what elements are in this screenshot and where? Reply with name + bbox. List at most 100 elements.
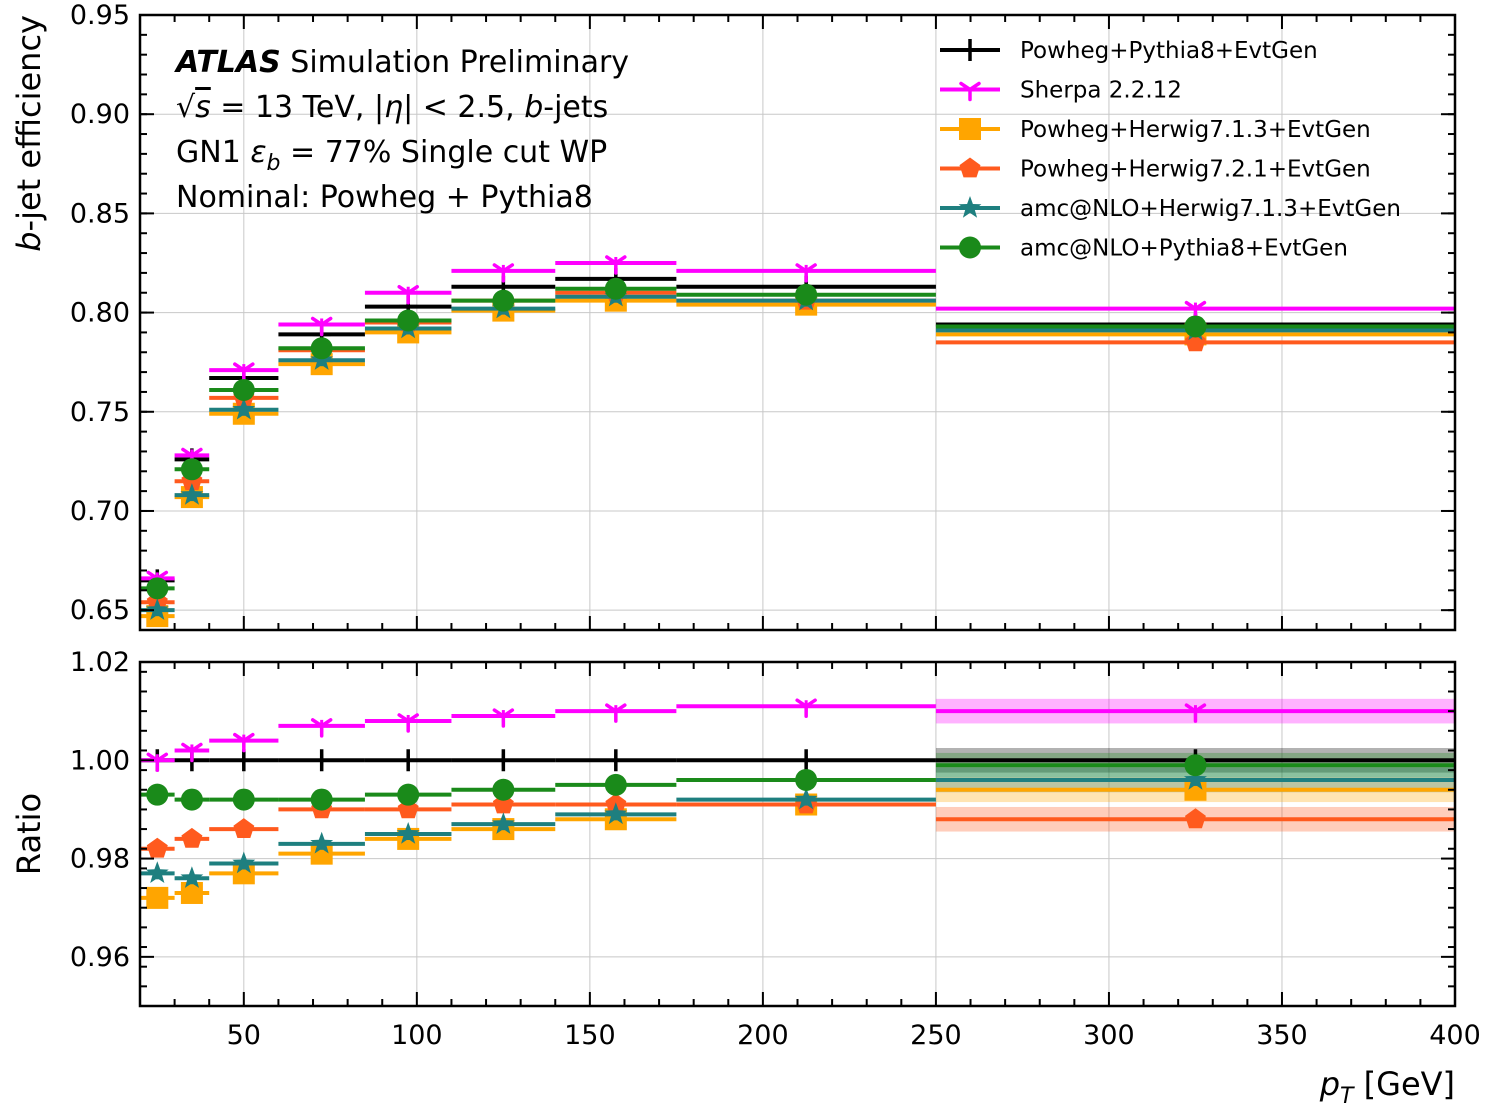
data-point bbox=[494, 749, 513, 772]
y-tick-label: 0.90 bbox=[70, 99, 130, 130]
data-point bbox=[146, 837, 168, 858]
data-point bbox=[180, 881, 203, 904]
x-tick-label: 250 bbox=[910, 1020, 962, 1051]
series-2 bbox=[140, 289, 1455, 628]
data-point bbox=[606, 749, 625, 772]
x-tick-label: 400 bbox=[1429, 1020, 1481, 1051]
data-point bbox=[492, 289, 515, 312]
data-point bbox=[1184, 315, 1207, 338]
data-point bbox=[232, 851, 256, 874]
data-point bbox=[794, 787, 818, 810]
data-point bbox=[310, 788, 333, 811]
legend-marker bbox=[959, 81, 981, 102]
x-tick-label: 300 bbox=[1083, 1020, 1135, 1051]
efficiency-panel: 0.65 0.70 0.75 0.80 0.85 0.90 0.95 b-jet effici… bbox=[10, 0, 1457, 632]
legend-marker bbox=[959, 157, 981, 178]
data-point bbox=[605, 255, 627, 275]
data-point bbox=[310, 831, 334, 854]
data-point bbox=[491, 812, 515, 834]
x-tick-label: 350 bbox=[1256, 1020, 1308, 1051]
y-tick-label: 0.85 bbox=[70, 198, 130, 229]
data-point bbox=[310, 316, 333, 337]
legend: Powheg+Pythia8+EvtGen Sherpa 2.2.12 Powheg… bbox=[940, 38, 1401, 262]
data-point bbox=[604, 802, 628, 825]
legend-item: Powheg+Pythia8+EvtGen bbox=[940, 38, 1318, 64]
data-point bbox=[145, 861, 169, 883]
legend-label: Powheg+Herwig7.2.1+EvtGen bbox=[1020, 157, 1371, 183]
series-1 bbox=[140, 698, 1455, 773]
x-tick-label: 100 bbox=[391, 1020, 443, 1051]
legend-item: Powheg+Herwig7.1.3+EvtGen bbox=[940, 117, 1371, 143]
data-point bbox=[233, 818, 255, 838]
y-tick-label: 1.00 bbox=[70, 745, 130, 776]
legend-marker bbox=[958, 196, 982, 218]
series-5 bbox=[140, 277, 1455, 600]
data-point bbox=[180, 458, 203, 481]
data-point bbox=[397, 783, 420, 806]
x-axis-title: pT [GeV] bbox=[1319, 1065, 1455, 1109]
data-point bbox=[604, 773, 627, 796]
y-tick-label: 0.98 bbox=[70, 844, 130, 875]
data-point bbox=[492, 263, 515, 283]
data-point bbox=[146, 577, 169, 600]
data-point bbox=[795, 263, 817, 283]
legend-label: Powheg+Herwig7.1.3+EvtGen bbox=[1020, 117, 1371, 143]
x-tick-label: 200 bbox=[737, 1020, 789, 1051]
data-point bbox=[795, 768, 818, 791]
data-point bbox=[795, 698, 817, 718]
y-tick-label: 1.02 bbox=[70, 647, 130, 678]
y-tick-label: 0.65 bbox=[70, 595, 130, 626]
legend-marker bbox=[959, 236, 981, 259]
data-point bbox=[795, 283, 818, 306]
energy-label: √s = 13 TeV, |η| < 2.5, b-jets bbox=[176, 90, 608, 125]
legend-item: amc@NLO+Herwig7.1.3+EvtGen bbox=[940, 196, 1401, 222]
nominal-label: Nominal: Powheg + Pythia8 bbox=[176, 180, 593, 215]
data-point bbox=[232, 788, 255, 811]
series-0 bbox=[140, 267, 1455, 592]
y-tick-label: 0.95 bbox=[70, 0, 130, 31]
data-point bbox=[146, 886, 169, 909]
data-point bbox=[1185, 808, 1206, 829]
legend-marker bbox=[961, 39, 979, 61]
legend-item: amc@NLO+Pythia8+EvtGen bbox=[940, 236, 1348, 262]
data-point bbox=[396, 822, 420, 844]
y-tick-label: 0.80 bbox=[70, 298, 130, 329]
data-point bbox=[232, 378, 255, 401]
data-point bbox=[1184, 703, 1207, 723]
y-tick-label: 0.70 bbox=[70, 496, 130, 527]
data-point bbox=[180, 866, 204, 888]
data-point bbox=[797, 749, 816, 772]
data-point bbox=[180, 788, 203, 811]
data-point bbox=[233, 732, 255, 753]
legend-label: amc@NLO+Herwig7.1.3+EvtGen bbox=[1020, 196, 1401, 222]
ratio-axis-title: Ratio bbox=[10, 793, 48, 875]
data-point bbox=[492, 708, 515, 728]
data-point bbox=[146, 783, 169, 806]
ratio-panel: 0.96 0.98 1.00 1.02 50 100 150 200 250 300 350 400 R… bbox=[10, 647, 1481, 1109]
data-point bbox=[310, 337, 333, 360]
data-point bbox=[180, 483, 204, 505]
data-point bbox=[146, 752, 169, 773]
data-point bbox=[145, 598, 169, 620]
data-point bbox=[181, 827, 203, 848]
data-point bbox=[605, 703, 627, 723]
data-point bbox=[233, 362, 255, 382]
legend-item: Powheg+Herwig7.2.1+EvtGen bbox=[940, 157, 1371, 183]
y-tick-label: 0.96 bbox=[70, 942, 130, 973]
x-tick-label: 150 bbox=[564, 1020, 616, 1051]
legend-label: amc@NLO+Pythia8+EvtGen bbox=[1020, 236, 1348, 262]
data-point bbox=[232, 397, 256, 420]
series-5 bbox=[140, 754, 1455, 811]
data-point bbox=[397, 284, 419, 305]
data-point bbox=[397, 309, 420, 332]
data-point bbox=[310, 718, 333, 738]
x-tick-label: 50 bbox=[227, 1020, 261, 1051]
data-point bbox=[312, 749, 331, 772]
data-point bbox=[1184, 754, 1207, 777]
data-point bbox=[181, 742, 203, 763]
legend-item: Sherpa 2.2.12 bbox=[940, 78, 1182, 104]
annotation-block: ATLAS Simulation Preliminary √s = 13 TeV,… bbox=[174, 45, 629, 215]
series-4 bbox=[140, 767, 1455, 888]
data-point bbox=[234, 749, 253, 772]
